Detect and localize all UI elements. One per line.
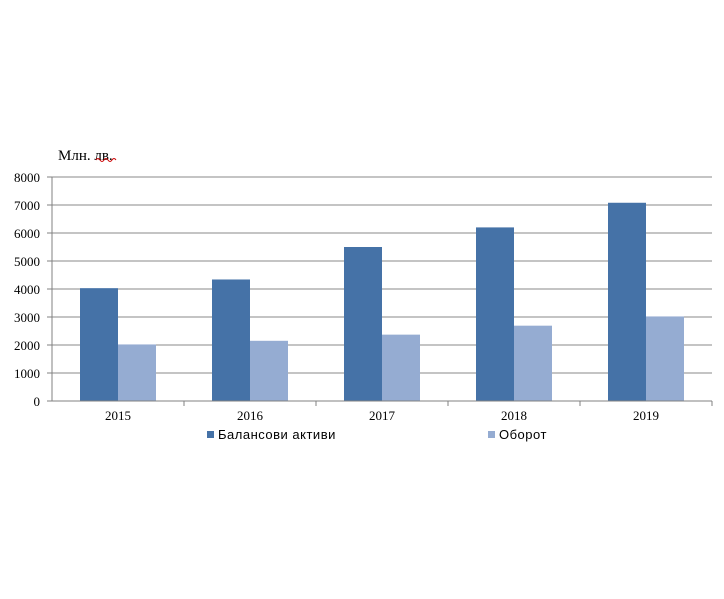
- bar-assets-2015: [80, 288, 118, 401]
- x-tick-label: 2015: [105, 408, 131, 423]
- bar-turnover-2015: [118, 344, 156, 401]
- y-tick-label: 3000: [14, 310, 40, 325]
- bar-turnover-2019: [646, 316, 684, 401]
- y-tick-label: 5000: [14, 254, 40, 269]
- legend-swatch: [488, 431, 495, 438]
- bar-assets-2017: [344, 247, 382, 401]
- y-axis-ticks: 0 1000 2000 3000 4000 5000 6000 7000 8000: [14, 170, 52, 409]
- y-tick-label: 2000: [14, 338, 40, 353]
- y-tick-label: 4000: [14, 282, 40, 297]
- y-tick-label: 8000: [14, 170, 40, 185]
- x-tick-label: 2019: [633, 408, 659, 423]
- legend: Балансови активи Оборот: [207, 427, 547, 442]
- y-tick-label: 6000: [14, 226, 40, 241]
- x-axis-ticks: 2015 2016 2017 2018 2019: [105, 401, 713, 423]
- bar-assets-2018: [476, 227, 514, 401]
- y-tick-label: 0: [34, 394, 41, 409]
- legend-label: Балансови активи: [218, 427, 336, 442]
- y-tick-label: 7000: [14, 198, 40, 213]
- y-tick-label: 1000: [14, 366, 40, 381]
- bars: [80, 202, 684, 401]
- x-tick-label: 2018: [501, 408, 527, 423]
- y-axis-unit-label: Млн. лв.: [58, 148, 113, 164]
- legend-swatch: [207, 431, 214, 438]
- x-tick-label: 2016: [237, 408, 264, 423]
- bar-turnover-2018: [514, 325, 552, 401]
- x-tick-label: 2017: [369, 408, 396, 423]
- bar-assets-2016: [212, 279, 250, 401]
- bar-assets-2019: [608, 202, 646, 401]
- spellcheck-underline: [95, 158, 117, 162]
- bar-turnover-2017: [382, 334, 420, 401]
- bar-turnover-2016: [250, 340, 288, 401]
- legend-label: Оборот: [499, 427, 547, 442]
